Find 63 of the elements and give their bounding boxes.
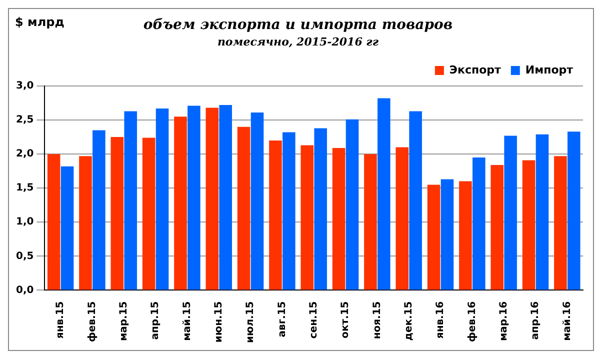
y-tick-label: 0,0	[16, 284, 34, 296]
y-tick-label: 2,0	[16, 148, 34, 160]
x-tick-label: мар.15	[118, 301, 130, 342]
bar	[79, 156, 92, 290]
legend-label: Экспорт	[449, 63, 502, 76]
bar	[282, 132, 296, 290]
bar	[427, 184, 440, 290]
y-tick-label: 0,5	[16, 250, 34, 262]
bar	[490, 164, 504, 290]
bar	[124, 111, 137, 290]
bar	[110, 137, 124, 290]
x-tick-label: июл.15	[245, 301, 256, 344]
bar	[396, 147, 409, 290]
bar	[269, 140, 282, 290]
x-tick-label: май.15	[182, 301, 193, 341]
y-tick-label: 2,5	[16, 114, 34, 126]
chart-subtitle: помесячно, 2015-2016 гг	[217, 35, 380, 48]
bar	[47, 154, 60, 290]
bar	[504, 136, 517, 290]
bar	[568, 132, 580, 290]
bar	[188, 106, 200, 290]
y-tick-label: 1,0	[16, 216, 34, 228]
bar	[142, 138, 156, 290]
bar	[346, 119, 359, 290]
bar	[459, 181, 472, 290]
bar	[314, 128, 327, 290]
bar	[156, 108, 169, 290]
x-tick-label: июн.15	[213, 301, 224, 343]
bar	[536, 134, 549, 290]
bar	[250, 112, 264, 290]
y-tick-label: 3,0	[16, 80, 34, 92]
bar	[237, 126, 250, 290]
x-tick-label: фев.15	[86, 301, 98, 342]
bar	[60, 166, 74, 290]
legend-label: Импорт	[525, 63, 574, 76]
bar	[206, 108, 219, 290]
bar	[92, 130, 106, 290]
x-tick-label: апр.15	[150, 301, 162, 340]
bar	[378, 98, 390, 290]
x-tick-label: окт.15	[340, 301, 352, 338]
x-tick-label: апр.16	[530, 301, 542, 340]
x-tick-label: фев.16	[466, 301, 478, 342]
bar	[332, 148, 346, 290]
bar	[409, 111, 422, 290]
x-tick-label: янв.16	[435, 301, 446, 339]
bar	[364, 154, 377, 290]
bar	[219, 105, 232, 290]
bar	[300, 145, 314, 290]
y-axis-title: $ млрд	[15, 15, 64, 29]
x-tick-label: янв.15	[55, 301, 66, 339]
bar	[554, 156, 567, 290]
y-tick-label: 1,5	[16, 182, 34, 194]
x-tick-label: мар.16	[498, 301, 510, 342]
x-tick-label: ноя.15	[372, 301, 383, 340]
chart-title: объем экспорта и импорта товаров	[143, 17, 453, 34]
bar	[174, 116, 187, 290]
x-tick-label: авг.15	[276, 301, 288, 338]
x-tick-label: дек.15	[403, 301, 414, 341]
x-tick-label: май.16	[562, 301, 573, 341]
bar	[440, 179, 454, 290]
bar	[472, 157, 486, 290]
x-tick-label: сен.15	[308, 301, 320, 339]
bar	[522, 160, 536, 290]
